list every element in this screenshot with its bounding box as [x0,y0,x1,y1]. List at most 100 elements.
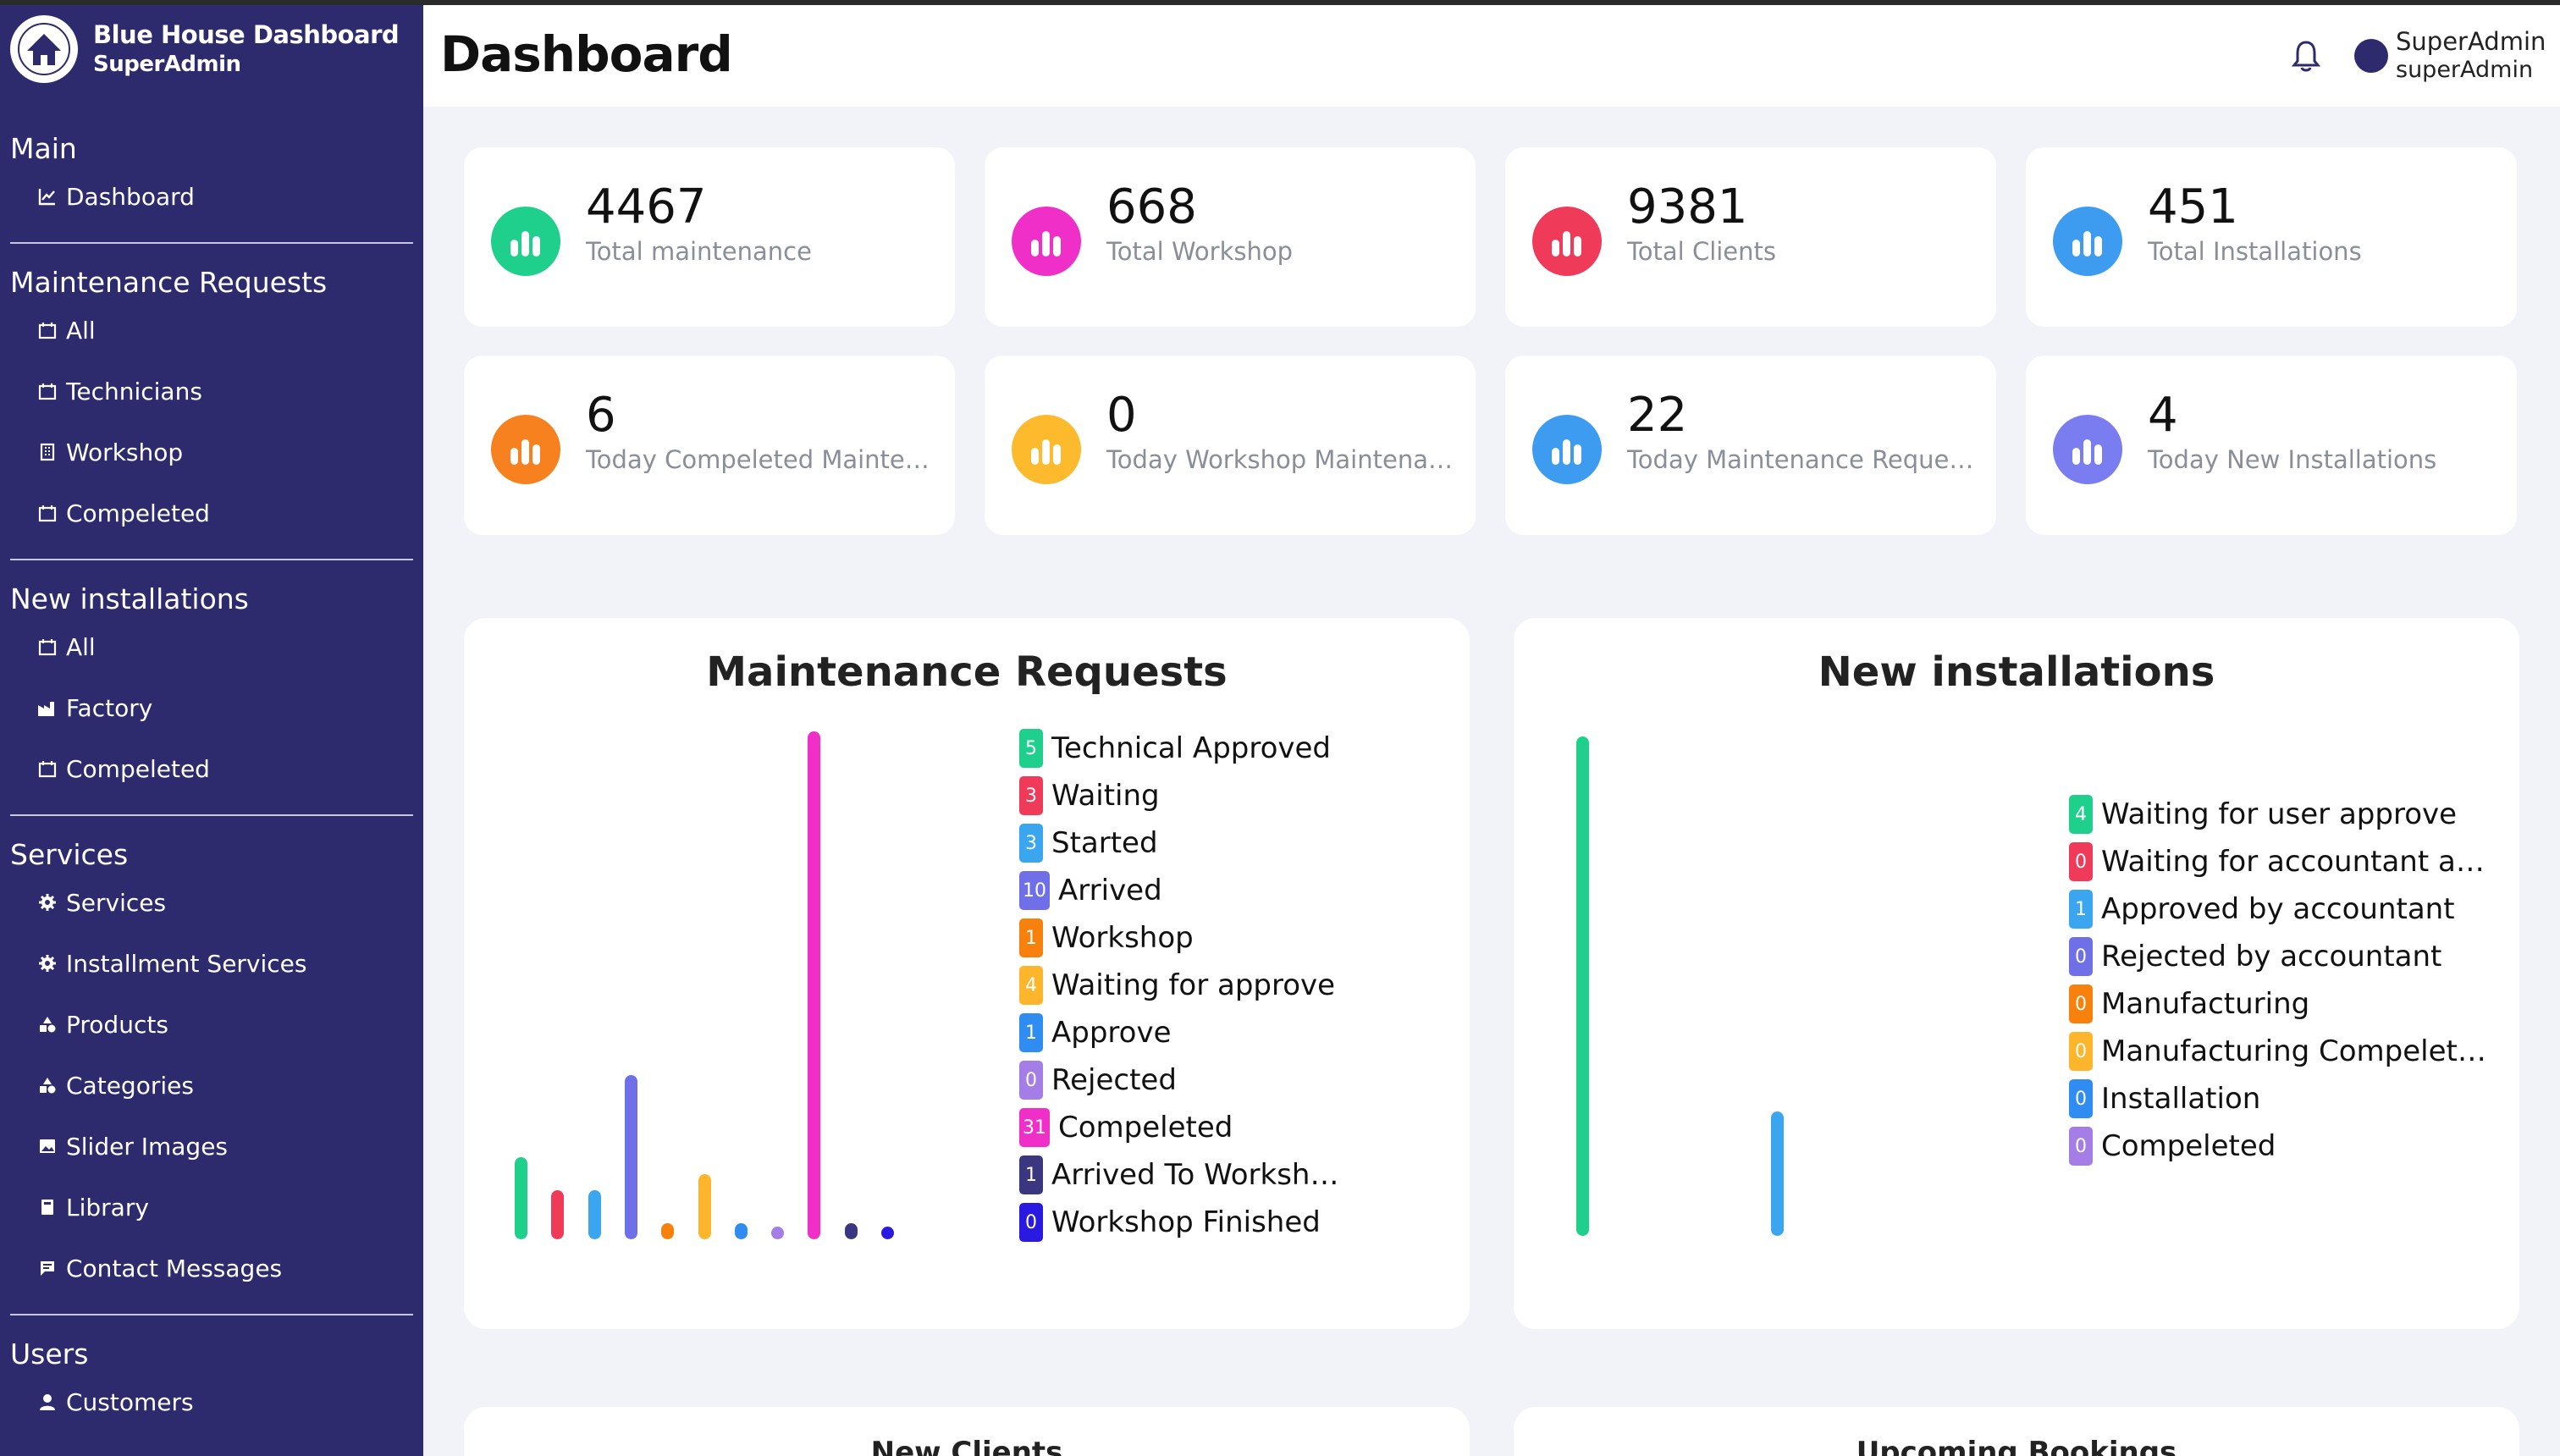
legend-item[interactable]: 10 Arrived [1019,867,1343,914]
new-installations-panel: New installations 4 Waiting for user appr… [1514,618,2519,1329]
bell-icon[interactable] [2291,39,2321,73]
chart-bar[interactable] [551,1189,565,1239]
legend-item[interactable]: 1 Approved by accountant [2069,885,2486,933]
new-clients-title: New Clients [870,1436,1063,1456]
stat-value: 0 [1106,388,1137,443]
user-menu[interactable]: SuperAdmin superAdmin [2396,27,2546,85]
chart-bar[interactable] [1576,736,1589,1236]
legend-item[interactable]: 1 Workshop [1019,914,1343,962]
stat-value: 4467 [586,179,707,234]
chart-bar[interactable] [734,1222,748,1239]
brand-logo [10,15,78,83]
sidebar-item-label: Installment Services [66,949,307,978]
window-top-strip [0,0,2560,5]
sidebar-item-installations-compeleted[interactable]: Compeleted [0,738,423,799]
legend-item[interactable]: 0 Rejected by accountant [2069,933,2486,980]
stat-card[interactable]: 9381 Total Clients [1505,147,1996,327]
legend-item[interactable]: 0 Manufacturing Compeleted [2069,1028,2486,1075]
legend-label: Manufacturing Compeleted [2101,1034,2486,1068]
sidebar-section-installations: New installations [10,582,249,615]
sidebar-divider [10,559,413,560]
chart-bar[interactable] [588,1189,601,1239]
legend-item[interactable]: 31 Compeleted [1019,1104,1343,1151]
sidebar-item-contact-messages[interactable]: Contact Messages [0,1238,423,1299]
legend-item[interactable]: 1 Arrived To Workshop [1019,1151,1343,1199]
brand-subtitle: SuperAdmin [93,52,241,77]
legend-item[interactable]: 0 Installation [2069,1075,2486,1122]
sidebar-item-services[interactable]: Services [0,872,423,933]
sidebar-item-label: All [66,316,96,345]
legend-item[interactable]: 1 Approve [1019,1009,1343,1056]
sidebar-item-technicians[interactable]: Technicians [0,361,423,422]
stat-label: Total Clients [1627,237,1777,266]
chart-bar[interactable] [844,1222,858,1239]
sidebar-item-dashboard[interactable]: Dashboard [0,166,423,227]
shapes-icon [37,1075,58,1095]
legend-count-badge: 5 [1019,729,1043,768]
stat-label: Today Compeleted Maintenance [586,445,933,474]
avatar[interactable] [2354,39,2388,73]
sidebar-item-label: Products [66,1010,168,1039]
stat-card[interactable]: 668 Total Workshop [985,147,1476,327]
legend-item[interactable]: 4 Waiting for user approve [2069,791,2486,838]
stat-value: 6 [586,388,616,443]
sidebar-item-label: Compeleted [66,754,210,783]
sidebar-item-installations-all[interactable]: All [0,616,423,677]
person-icon [37,1392,58,1412]
chart-icon [37,186,58,207]
brand[interactable]: Blue House Dashboard SuperAdmin [10,15,400,83]
legend-item[interactable]: 4 Waiting for approve [1019,962,1343,1009]
stat-card[interactable]: 451 Total Installations [2026,147,2517,327]
stat-card[interactable]: 4467 Total maintenance [464,147,955,327]
chart-bar[interactable] [515,1157,527,1239]
legend-label: Started [1051,826,1158,860]
legend-item[interactable]: 0 Rejected [1019,1056,1343,1104]
legend-item[interactable]: 5 Technical Approved [1019,725,1343,772]
sidebar-section-users: Users [10,1337,89,1371]
stat-card[interactable]: 4 Today New Installations [2026,356,2517,535]
sidebar-item-maintenance-compeleted[interactable]: Compeleted [0,483,423,543]
sidebar: Blue House Dashboard SuperAdmin Main Das… [0,5,423,1456]
sidebar-item-categories[interactable]: Categories [0,1055,423,1116]
bar-chart-icon [1012,415,1081,484]
legend-count-badge: 0 [2069,1127,2093,1166]
chart-bar[interactable] [881,1227,894,1239]
legend-count-badge: 0 [2069,842,2093,881]
legend-label: Rejected by accountant [2101,940,2442,973]
sidebar-item-products[interactable]: Products [0,994,423,1055]
stat-value: 668 [1106,179,1197,234]
sidebar-item-customers[interactable]: Customers [0,1371,423,1432]
bar-chart-icon [491,415,560,484]
chart-bar[interactable] [624,1075,637,1239]
sidebar-item-label: Library [66,1193,149,1222]
legend-label: Approved by accountant [2101,892,2455,926]
chart-bar[interactable] [1771,1111,1784,1236]
sidebar-item-factory[interactable]: Factory [0,677,423,738]
stat-card[interactable]: 22 Today Maintenance Requests [1505,356,1996,535]
chart-bar[interactable] [698,1173,711,1239]
legend-label: Approve [1051,1016,1172,1050]
legend-item[interactable]: 3 Started [1019,819,1343,867]
sidebar-item-maintenance-all[interactable]: All [0,300,423,361]
installations-chart-title: New installations [1818,648,2215,696]
bar-chart-icon [1532,207,1602,276]
maintenance-chart-title: Maintenance Requests [706,648,1228,696]
chart-bar[interactable] [771,1227,785,1239]
legend-item[interactable]: 0 Manufacturing [2069,980,2486,1028]
stat-value: 9381 [1627,179,1748,234]
legend-item[interactable]: 3 Waiting [1019,772,1343,819]
legend-item[interactable]: 0 Workshop Finished [1019,1199,1343,1246]
legend-label: Arrived To Workshop [1051,1158,1343,1192]
sidebar-item-slider-images[interactable]: Slider Images [0,1116,423,1177]
chart-bar[interactable] [808,731,821,1239]
legend-item[interactable]: 0 Compeleted [2069,1122,2486,1170]
sidebar-item-label: Contact Messages [66,1254,283,1282]
sidebar-item-library[interactable]: Library [0,1177,423,1238]
sidebar-item-workshop[interactable]: Workshop [0,422,423,483]
sidebar-item-installment-services[interactable]: Installment Services [0,933,423,994]
stat-card[interactable]: 0 Today Workshop Maintenance [985,356,1476,535]
chart-bar[interactable] [661,1222,675,1239]
calendar-icon [37,320,58,340]
